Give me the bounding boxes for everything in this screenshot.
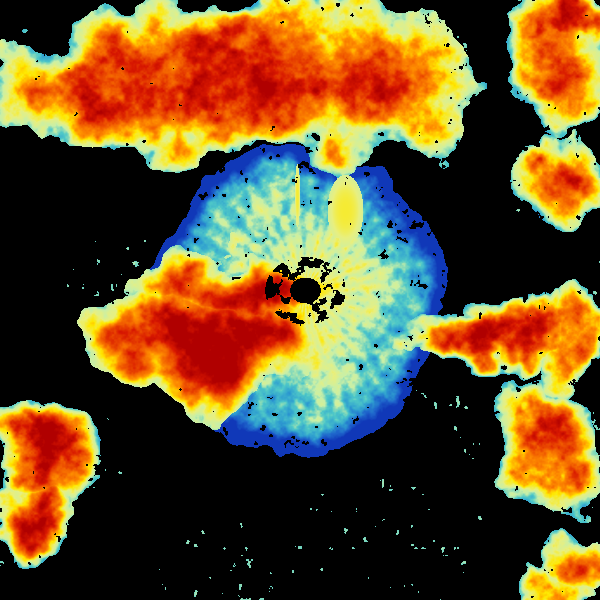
radar-image-canvas: Weather radar reflectivity composite, 60… — [0, 0, 600, 600]
radar-reflectivity-heatmap — [0, 0, 600, 600]
